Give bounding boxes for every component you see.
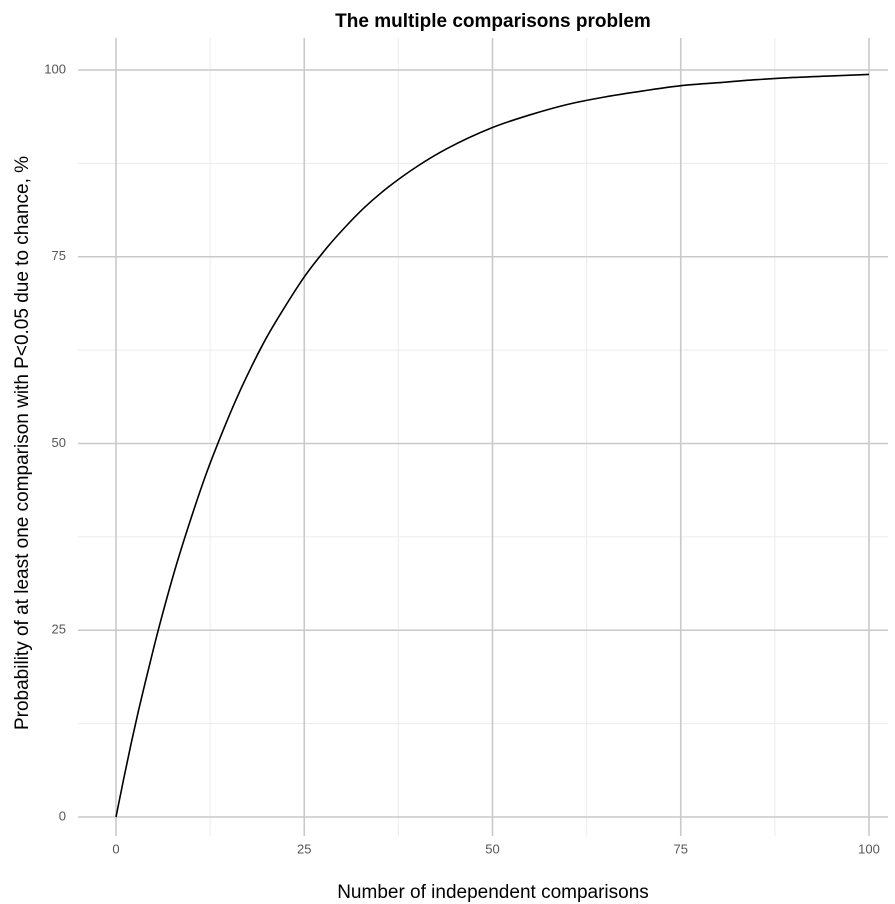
probability-curve	[115, 73, 870, 818]
major-gridlines	[78, 38, 888, 836]
y-tick-label: 50	[52, 435, 66, 450]
chart-title: The multiple comparisons problem	[335, 11, 651, 32]
x-tick-labels: 0 25 50 75 100	[112, 841, 879, 856]
y-tick-label: 25	[52, 622, 66, 637]
y-tick-label: 75	[52, 248, 66, 263]
y-axis-title: Probability of at least one comparison w…	[12, 156, 33, 730]
minor-gridlines	[78, 38, 888, 836]
x-tick-label: 25	[297, 841, 311, 856]
x-tick-label: 50	[485, 841, 499, 856]
y-tick-label: 100	[44, 61, 66, 76]
y-tick-label: 0	[59, 808, 66, 823]
x-tick-label: 75	[674, 841, 688, 856]
x-axis-title: Number of independent comparisons	[337, 882, 649, 903]
y-tick-labels: 0 25 50 75 100	[44, 61, 66, 823]
x-tick-label: 0	[112, 841, 119, 856]
x-tick-label: 100	[858, 841, 880, 856]
series-layer	[115, 73, 870, 818]
